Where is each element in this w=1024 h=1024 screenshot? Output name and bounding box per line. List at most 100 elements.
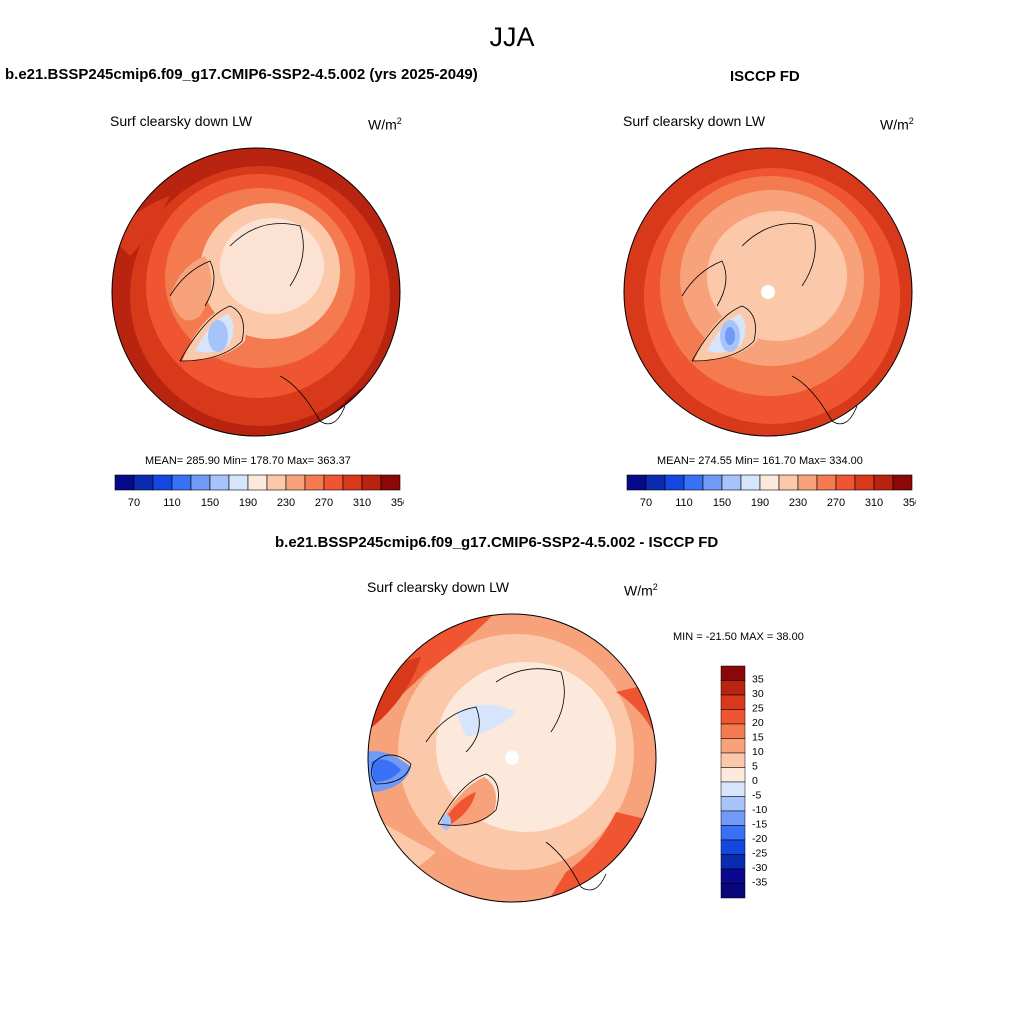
panel3-colorbar-tick-label: -15 [752, 819, 767, 831]
panel2-colorbar-swatch [778, 474, 799, 491]
panel3-colorbar-swatch [720, 781, 746, 797]
panel2-colorbar-swatch [873, 474, 894, 491]
panel2-colorbar-tick-label: 270 [827, 497, 845, 509]
panel2-colorbar-tick-label: 230 [789, 497, 807, 509]
panel1-colorbar-swatch [228, 474, 249, 491]
panel1-case-title: b.e21.BSSP245cmip6.f09_g17.CMIP6-SSP2-4.… [5, 66, 478, 83]
panel3-colorbar-tick-label: -25 [752, 848, 767, 860]
panel3-colorbar-swatch [720, 796, 746, 812]
panel2-colorbar-tick-label: 150 [713, 497, 731, 509]
panel2-colorbar-tick-label: 310 [865, 497, 883, 509]
panel3-colorbar: 35 30 25 20 15 10 5 0 -5 -10 -15 -20 -25 -30 -35 [720, 665, 767, 899]
panel3-colorbar-tick-label: 10 [752, 746, 764, 758]
panel3-colorbar-tick-label: 0 [752, 775, 758, 787]
panel3-units-base: W/m [624, 582, 653, 599]
panel3-colorbar-swatch [720, 825, 746, 841]
panel1-units-base: W/m [368, 116, 397, 133]
panel2-units-sup: 2 [908, 116, 914, 126]
panel2-units: W/m2 [880, 116, 914, 133]
panel3-colorbar-swatch [720, 738, 746, 754]
panel1-colorbar-swatch [171, 474, 192, 491]
panel3-colorbar-tick-label: 5 [752, 761, 758, 773]
panel2-colorbar-swatch [626, 474, 647, 491]
panel3-colorbar-swatch [720, 694, 746, 710]
panel3-colorbar-swatch [720, 854, 746, 870]
panel3-colorbar-swatch [720, 680, 746, 696]
panel1-units: W/m2 [368, 116, 402, 133]
panel1-colorbar-swatch [342, 474, 363, 491]
panel3-colorbar-tick-label: 35 [752, 674, 764, 686]
panel2-colorbar-swatch [683, 474, 704, 491]
panel3-colorbar-swatch [720, 709, 746, 725]
panel1-colorbar-swatch [304, 474, 325, 491]
panel2-mean-value: 274.55 [698, 455, 732, 467]
panel1-max-value: 363.37 [317, 455, 351, 467]
panel1-colorbar: 70 110 150 190 230 270 310 350 [114, 474, 404, 509]
panel2-colorbar-tick-label: 190 [751, 497, 769, 509]
panel3-colorbar-tick-label: -20 [752, 833, 767, 845]
panel1-colorbar-swatch [114, 474, 135, 491]
panel1-colorbar-swatch [133, 474, 154, 491]
panel1-colorbar-swatch [323, 474, 344, 491]
panel2-colorbar-tick-label: 70 [640, 497, 652, 509]
panel1-mean-label: MEAN= [145, 455, 184, 467]
panel3-colorbar-swatch [720, 752, 746, 768]
panel2-min-label: Min= [735, 455, 760, 467]
panel2-colorbar-swatch [854, 474, 875, 491]
panel1-colorbar-swatch [190, 474, 211, 491]
panel2-mean-label: MEAN= [657, 455, 696, 467]
panel1-min-label: Min= [223, 455, 248, 467]
panel2-min-value: 161.70 [762, 455, 796, 467]
panel2-max-value: 334.00 [829, 455, 863, 467]
panel3-colorbar-swatch [720, 723, 746, 739]
panel3-colorbar-tick-label: -10 [752, 804, 767, 816]
panel1-colorbar-tick-label: 310 [353, 497, 371, 509]
panel2-colorbar-swatch [721, 474, 742, 491]
panel1-variable-label: Surf clearsky down LW [110, 113, 253, 129]
panel2-stats: MEAN= 274.55 Min= 161.70 Max= 334.00 [657, 455, 863, 467]
panel2-max-label: Max= [798, 455, 827, 467]
panel3-colorbar-swatch [720, 868, 746, 884]
panel2-colorbar-swatch [702, 474, 723, 491]
panel1-min-value: 178.70 [250, 455, 284, 467]
panel1-colorbar-tick-label: 190 [239, 497, 257, 509]
panel1-colorbar-swatch [266, 474, 287, 491]
panel2-variable-label: Surf clearsky down LW [623, 113, 766, 129]
panel1-colorbar-tick-label: 70 [128, 497, 140, 509]
panel3-colorbar-tick-label: -30 [752, 862, 767, 874]
panel2-colorbar-swatch [664, 474, 685, 491]
panel3-case-title: b.e21.BSSP245cmip6.f09_g17.CMIP6-SSP2-4.… [275, 534, 719, 551]
figure-title: JJA [489, 22, 535, 52]
panel3-colorbar-swatch [720, 665, 746, 681]
panel3-colorbar-swatch [720, 839, 746, 855]
panel1-colorbar-tick-label: 230 [277, 497, 295, 509]
panel3-units: W/m2 [624, 582, 658, 599]
panel1-colorbar-tick-label: 150 [201, 497, 219, 509]
panel3-colorbar-tick-label: 20 [752, 717, 764, 729]
panel3-colorbar-swatch [720, 810, 746, 826]
panel3-colorbar-swatch [720, 883, 746, 899]
panel1-stats: MEAN= 285.90 Min= 178.70 Max= 363.37 [145, 455, 351, 467]
panel2-colorbar-tick-label: 350 [903, 497, 916, 509]
panel2-units-base: W/m [880, 116, 909, 133]
panel2-colorbar-swatch [759, 474, 780, 491]
panel3-colorbar-tick-label: 15 [752, 732, 764, 744]
panel1-max-label: Max= [286, 455, 315, 467]
panel3-colorbar-tick-label: 25 [752, 703, 764, 715]
panel1-colorbar-swatch [361, 474, 382, 491]
panel2-polar-map [623, 147, 913, 437]
panel3-colorbar-tick-label: 30 [752, 688, 764, 700]
panel3-colorbar-tick-label: -35 [752, 877, 767, 889]
panel3-polar-map [367, 613, 657, 903]
panel2-colorbar-swatch [816, 474, 837, 491]
panel1-colorbar-swatch [380, 474, 401, 491]
panel2-colorbar-swatch [740, 474, 761, 491]
panel1-mean-value: 285.90 [186, 455, 220, 467]
panel3-colorbar-tick-label: -5 [752, 790, 761, 802]
panel2-colorbar-swatch [892, 474, 913, 491]
panel1-colorbar-swatch [247, 474, 268, 491]
panel1-colorbar-tick-label: 350 [391, 497, 404, 509]
panel3-colorbar-swatch [720, 767, 746, 783]
panel1-units-sup: 2 [396, 116, 402, 126]
panel2-colorbar-tick-label: 110 [675, 497, 693, 509]
